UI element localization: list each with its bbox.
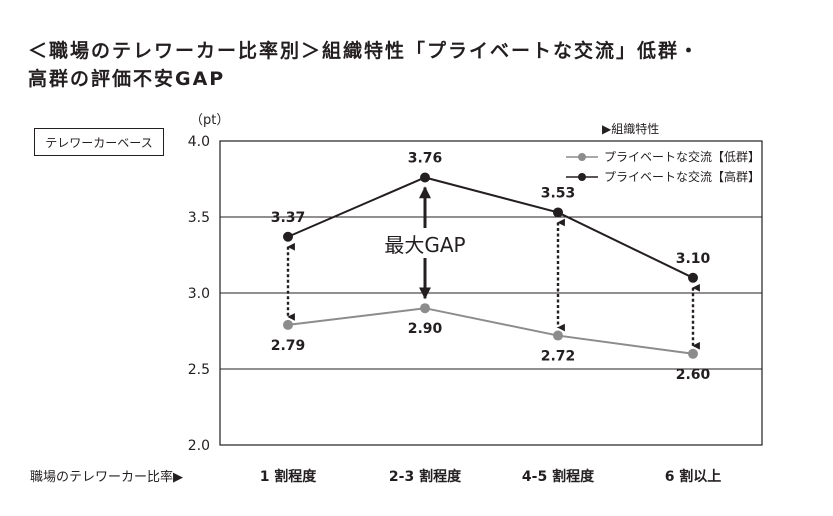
x-tick-label: 1 割程度: [260, 468, 318, 485]
data-label-low: 2.60: [676, 367, 711, 383]
legend-entry: プライベートな交流【低群】: [604, 149, 760, 164]
point-high: [553, 207, 563, 218]
data-label-high: 3.10: [676, 251, 711, 267]
point-high: [283, 231, 293, 242]
data-label-high: 3.53: [541, 185, 576, 201]
legend-swatch-point: [578, 173, 586, 181]
y-tick-label: 2.5: [188, 362, 210, 378]
chart-title-line2: 高群の評価不安GAP: [28, 68, 226, 90]
point-high: [420, 172, 430, 183]
data-label-high: 3.76: [408, 150, 443, 166]
y-unit-label: （pt）: [190, 113, 229, 128]
series-line-low: [287, 307, 694, 355]
legend-title: ▶組織特性: [602, 121, 659, 136]
x-tick-label: 2-3 割程度: [389, 468, 462, 485]
point-low: [420, 303, 430, 314]
data-label-low: 2.90: [408, 321, 443, 337]
point-low: [553, 330, 563, 341]
data-label-high: 3.37: [271, 210, 306, 226]
annotation-background: [370, 228, 480, 258]
series-layer: [283, 172, 698, 359]
point-high: [688, 272, 698, 283]
y-tick-label: 3.0: [188, 286, 210, 302]
axis-layer: 2.0 2.5 3.0 3.5 4.0 （pt） 職場のテレワーカー比率▶ 1 割程度 2-3 …: [30, 113, 763, 485]
x-axis-title: 職場のテレワーカー比率▶: [30, 469, 183, 485]
plot-frame: [219, 140, 763, 446]
x-tick-label: 6 割以上: [665, 468, 722, 485]
y-tick-label: 3.5: [188, 210, 210, 226]
point-low: [283, 319, 293, 330]
y-tick-label: 2.0: [188, 438, 210, 454]
data-label-low: 2.79: [271, 338, 306, 354]
data-label-low: 2.72: [541, 349, 576, 365]
gap-layer: 最大GAP: [286, 186, 700, 350]
base-badge: テレワーカーベース: [34, 128, 164, 156]
series-line-high: [287, 176, 694, 279]
label-layer: 3.37 3.76 3.53 3.10 2.79 2.90 2.72 2.60: [271, 150, 711, 382]
y-tick-label: 4.0: [188, 134, 210, 150]
legend-swatch-point: [578, 153, 586, 161]
grid-layer: [220, 216, 762, 370]
x-tick-label: 4-5 割程度: [522, 468, 595, 485]
point-low: [688, 348, 698, 359]
legend-entry: プライベートな交流【高群】: [604, 169, 760, 184]
chart-title-line1: ＜職場のテレワーカー比率別＞組織特性「プライベートな交流」低群・: [28, 40, 701, 62]
max-gap-annotation: 最大GAP: [384, 233, 465, 257]
